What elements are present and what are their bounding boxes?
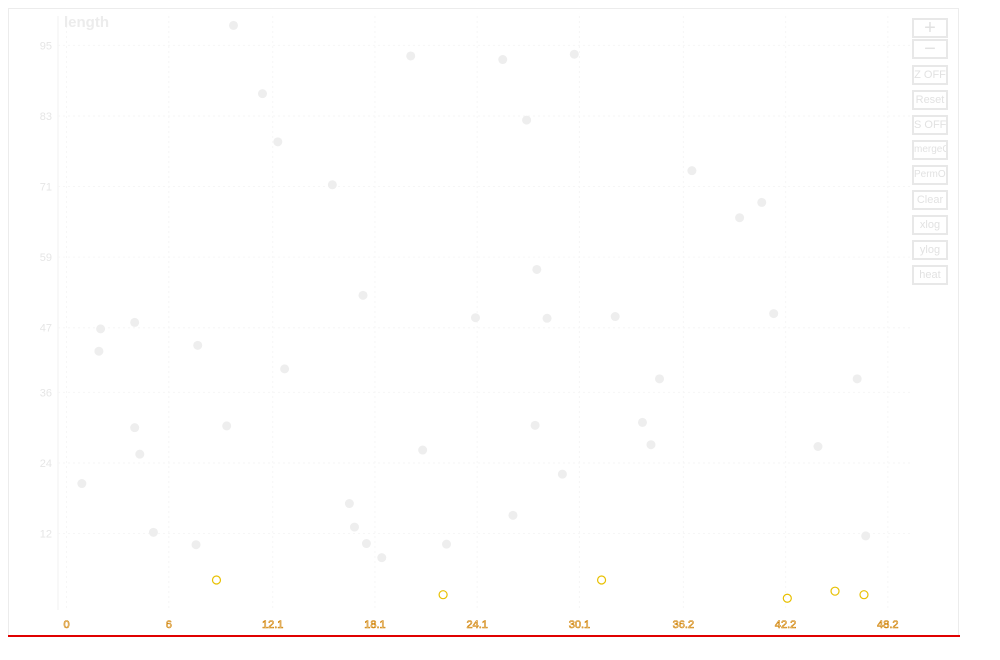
- x-tick-label: 6: [166, 619, 172, 631]
- perm-on-button[interactable]: PermON: [912, 165, 948, 185]
- data-point[interactable]: [130, 423, 140, 433]
- data-point[interactable]: [852, 374, 862, 384]
- data-point[interactable]: [349, 522, 359, 532]
- highlighted-points: [211, 575, 869, 603]
- data-point[interactable]: [532, 264, 542, 274]
- merge-on-button[interactable]: mergeON: [912, 140, 948, 160]
- data-point[interactable]: [508, 510, 518, 520]
- z-off-button[interactable]: Z OFF: [912, 65, 948, 85]
- x-tick-label: 48.2: [877, 619, 898, 631]
- highlight-point[interactable]: [438, 590, 448, 600]
- data-point[interactable]: [94, 346, 104, 356]
- zoom-out-button[interactable]: −: [912, 39, 948, 59]
- data-point[interactable]: [377, 553, 387, 563]
- y-tick-label: 36: [40, 387, 52, 399]
- data-point[interactable]: [193, 340, 203, 350]
- data-point[interactable]: [861, 531, 871, 541]
- zoom-in-button[interactable]: +: [912, 18, 948, 38]
- data-point[interactable]: [813, 442, 823, 452]
- data-point[interactable]: [358, 290, 368, 300]
- x-tick-label: 0: [63, 619, 69, 631]
- reset-button[interactable]: Reset: [912, 90, 948, 110]
- ylog-button[interactable]: ylog: [912, 240, 948, 260]
- data-point[interactable]: [442, 539, 452, 549]
- data-point[interactable]: [222, 421, 232, 431]
- data-point[interactable]: [280, 364, 290, 374]
- x-tick-label: 24.1: [466, 619, 487, 631]
- data-point[interactable]: [655, 374, 665, 384]
- data-point[interactable]: [470, 313, 480, 323]
- y-axis-label: length: [64, 14, 109, 31]
- data-point[interactable]: [610, 312, 620, 322]
- data-point[interactable]: [757, 197, 767, 207]
- data-point[interactable]: [96, 324, 106, 334]
- y-axis-ticks: 12 24 36 47 59 71 83 95: [40, 40, 52, 540]
- y-tick-label: 95: [40, 40, 52, 52]
- data-point[interactable]: [687, 166, 697, 176]
- y-tick-label: 47: [40, 323, 52, 335]
- highlight-point[interactable]: [596, 575, 607, 585]
- grid-lines: [57, 16, 910, 610]
- y-tick-label: 59: [40, 252, 52, 264]
- data-point[interactable]: [273, 137, 283, 147]
- data-point[interactable]: [344, 499, 354, 509]
- x-tick-label: 12.1: [262, 619, 283, 631]
- x-tick-label: 36.2: [673, 619, 694, 631]
- data-point[interactable]: [406, 51, 416, 61]
- data-point[interactable]: [530, 420, 540, 430]
- data-point[interactable]: [191, 540, 201, 550]
- xlog-button[interactable]: xlog: [912, 215, 948, 235]
- s-off-button[interactable]: S OFF: [912, 115, 948, 135]
- data-point[interactable]: [361, 539, 371, 549]
- data-point[interactable]: [735, 213, 745, 223]
- y-tick-label: 24: [40, 458, 52, 470]
- data-point[interactable]: [769, 309, 779, 319]
- x-axis-ticks: 0 6 12.1 18.1 24.1 30.1 36.2 42.2 48.2: [63, 619, 899, 632]
- data-point[interactable]: [569, 49, 579, 59]
- bottom-axis-line: [8, 635, 960, 637]
- data-points: [77, 20, 871, 563]
- data-point[interactable]: [418, 445, 428, 455]
- clear-button[interactable]: Clear: [912, 190, 948, 210]
- x-tick-label: 42.2: [775, 619, 796, 631]
- highlight-point[interactable]: [782, 593, 792, 603]
- chart-toolbar: + − Z OFF Reset S OFF mergeON PermON Cle…: [912, 18, 950, 290]
- highlight-point[interactable]: [859, 590, 869, 600]
- data-point[interactable]: [646, 440, 656, 450]
- y-tick-label: 83: [40, 111, 52, 123]
- heat-button[interactable]: heat: [912, 265, 948, 285]
- highlight-point[interactable]: [211, 575, 222, 585]
- y-tick-label: 12: [40, 529, 52, 541]
- data-point[interactable]: [77, 479, 87, 489]
- data-point[interactable]: [522, 115, 532, 125]
- data-point[interactable]: [498, 55, 508, 65]
- data-point[interactable]: [257, 89, 267, 99]
- data-point[interactable]: [135, 449, 145, 459]
- data-point[interactable]: [557, 469, 567, 479]
- y-tick-label: 71: [40, 182, 52, 194]
- data-point[interactable]: [542, 313, 552, 323]
- data-point[interactable]: [130, 317, 140, 327]
- x-tick-label: 30.1: [569, 619, 590, 631]
- data-point[interactable]: [229, 20, 239, 30]
- data-point[interactable]: [327, 180, 337, 190]
- highlight-point[interactable]: [830, 586, 840, 596]
- data-point[interactable]: [148, 527, 158, 537]
- data-point[interactable]: [637, 417, 647, 427]
- x-tick-label: 18.1: [364, 619, 385, 631]
